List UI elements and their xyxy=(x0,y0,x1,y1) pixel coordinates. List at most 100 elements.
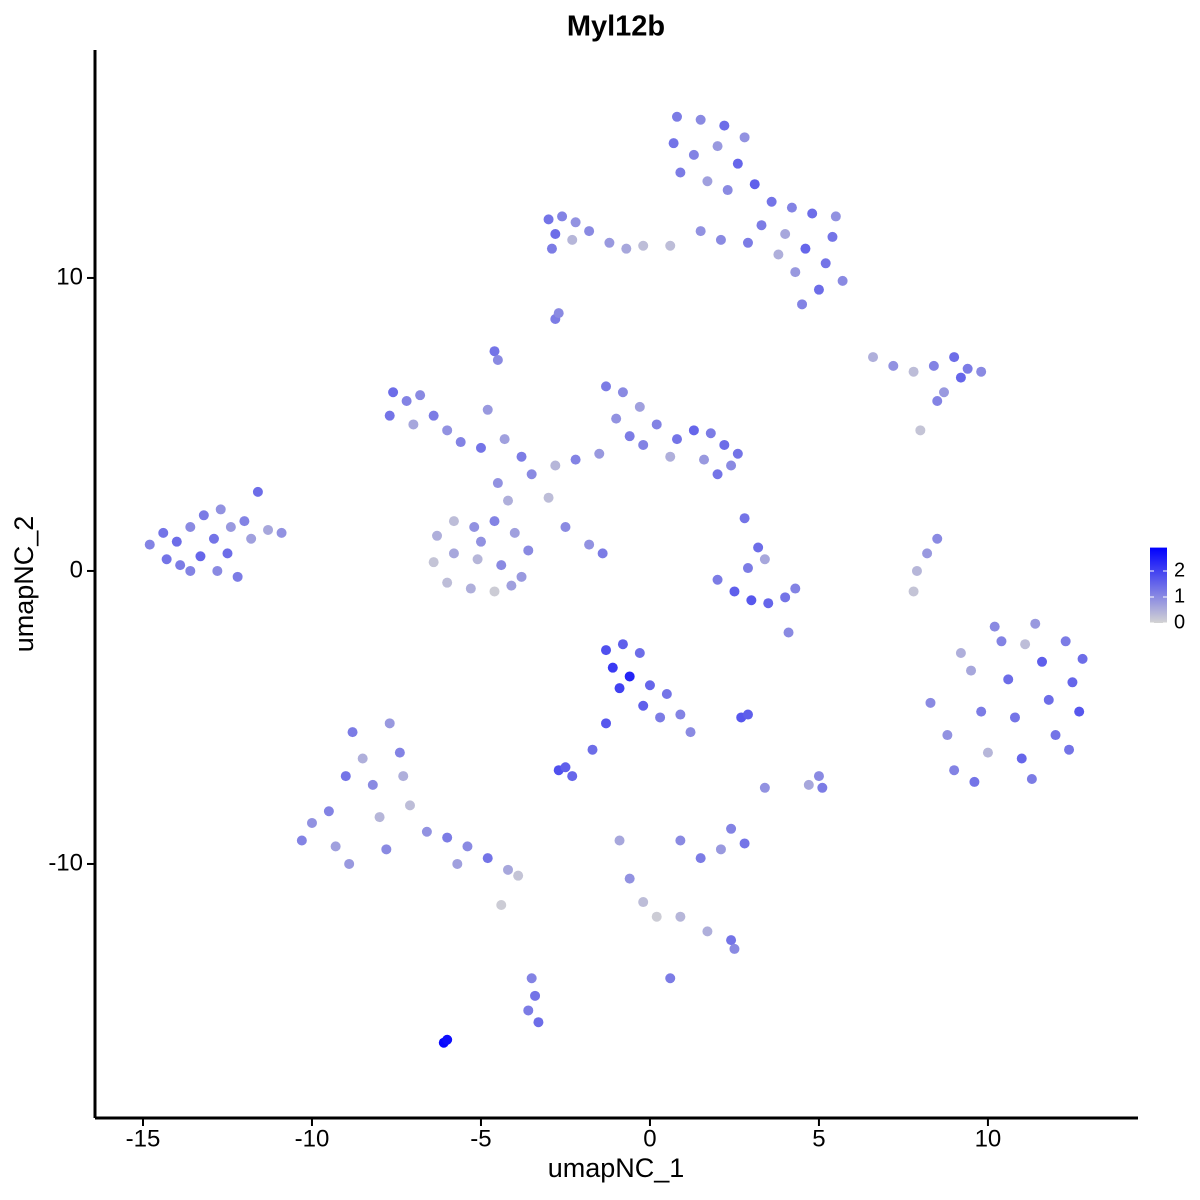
cell-point xyxy=(644,680,655,691)
cell-point xyxy=(949,765,960,776)
cell-point xyxy=(688,425,699,436)
cell-point xyxy=(384,718,395,729)
cell-point xyxy=(381,844,392,855)
cell-point xyxy=(452,858,463,869)
cell-point xyxy=(496,899,507,910)
cell-point xyxy=(175,560,186,571)
cell-point xyxy=(195,551,206,562)
cell-point xyxy=(499,434,510,445)
cell-point xyxy=(384,410,395,421)
cell-point xyxy=(607,662,618,673)
chart-title: Myl12b xyxy=(567,11,665,43)
cell-point xyxy=(503,864,514,875)
cell-point xyxy=(820,258,831,269)
cell-point xyxy=(448,548,459,559)
cell-point xyxy=(472,554,483,565)
cell-point xyxy=(1074,706,1085,717)
cell-point xyxy=(482,853,493,864)
cell-point xyxy=(715,844,726,855)
cell-point xyxy=(739,838,750,849)
cell-point xyxy=(503,495,514,506)
cell-point xyxy=(614,683,625,694)
cell-point xyxy=(712,141,723,152)
cell-point xyxy=(560,762,571,773)
cell-point xyxy=(742,563,753,574)
cell-point xyxy=(715,234,726,245)
cell-point xyxy=(489,346,500,357)
cell-point xyxy=(225,522,236,533)
cell-point xyxy=(344,858,355,869)
cell-point xyxy=(976,706,987,717)
cell-point xyxy=(543,214,554,225)
cell-point xyxy=(719,439,730,450)
cell-point xyxy=(827,231,838,242)
cell-point xyxy=(1030,618,1041,629)
cell-point xyxy=(1020,639,1031,650)
cell-point xyxy=(523,545,534,556)
y-tick-label: -10 xyxy=(48,849,83,876)
cell-point xyxy=(671,434,682,445)
colorbar-label: 0 xyxy=(1174,611,1185,633)
cell-point xyxy=(388,387,399,398)
cell-point xyxy=(797,299,808,310)
cell-point xyxy=(492,478,503,489)
cell-point xyxy=(482,404,493,415)
cell-point xyxy=(742,237,753,248)
cell-point xyxy=(739,513,750,524)
cell-point xyxy=(837,275,848,286)
cell-point xyxy=(939,387,950,398)
cell-point xyxy=(911,565,922,576)
cell-point xyxy=(560,522,571,533)
cell-point xyxy=(415,390,426,401)
cell-point xyxy=(567,771,578,782)
cell-point xyxy=(699,454,710,465)
cell-point xyxy=(330,841,341,852)
cell-point xyxy=(624,671,635,682)
cell-point xyxy=(807,208,818,219)
cell-point xyxy=(442,1034,453,1045)
cell-point xyxy=(726,935,737,946)
cell-point xyxy=(739,132,750,143)
cell-point xyxy=(638,897,649,908)
cell-point xyxy=(421,826,432,837)
cell-point xyxy=(759,554,770,565)
cell-point xyxy=(367,779,378,790)
cell-point xyxy=(756,220,767,231)
cell-point xyxy=(753,542,764,553)
cell-point xyxy=(340,771,351,782)
cell-point xyxy=(306,817,317,828)
cell-point xyxy=(604,237,615,248)
cell-point xyxy=(323,806,334,817)
colorbar-label: 1 xyxy=(1174,585,1185,607)
cell-point xyxy=(638,700,649,711)
cell-point xyxy=(550,460,561,471)
cell-point xyxy=(428,557,439,568)
cell-point xyxy=(675,709,686,720)
cell-point xyxy=(222,548,233,559)
cell-point xyxy=(296,835,307,846)
cell-point xyxy=(675,911,686,922)
cell-point xyxy=(398,771,409,782)
cell-point xyxy=(675,835,686,846)
cell-point xyxy=(705,428,716,439)
cell-point xyxy=(976,366,987,377)
cell-point xyxy=(729,943,740,954)
cell-point xyxy=(932,533,943,544)
cell-point xyxy=(462,841,473,852)
cell-point xyxy=(489,516,500,527)
cell-point xyxy=(746,595,757,606)
cell-point xyxy=(638,240,649,251)
cell-point xyxy=(347,727,358,738)
cell-point xyxy=(759,782,770,793)
y-axis-title: umapNC_2 xyxy=(9,516,39,653)
cell-point xyxy=(989,621,1000,632)
cell-point xyxy=(925,697,936,708)
cell-point xyxy=(800,243,811,254)
cell-point xyxy=(651,911,662,922)
cell-point xyxy=(908,586,919,597)
cell-point xyxy=(530,990,541,1001)
cell-point xyxy=(982,747,993,758)
cell-point xyxy=(1050,730,1061,741)
